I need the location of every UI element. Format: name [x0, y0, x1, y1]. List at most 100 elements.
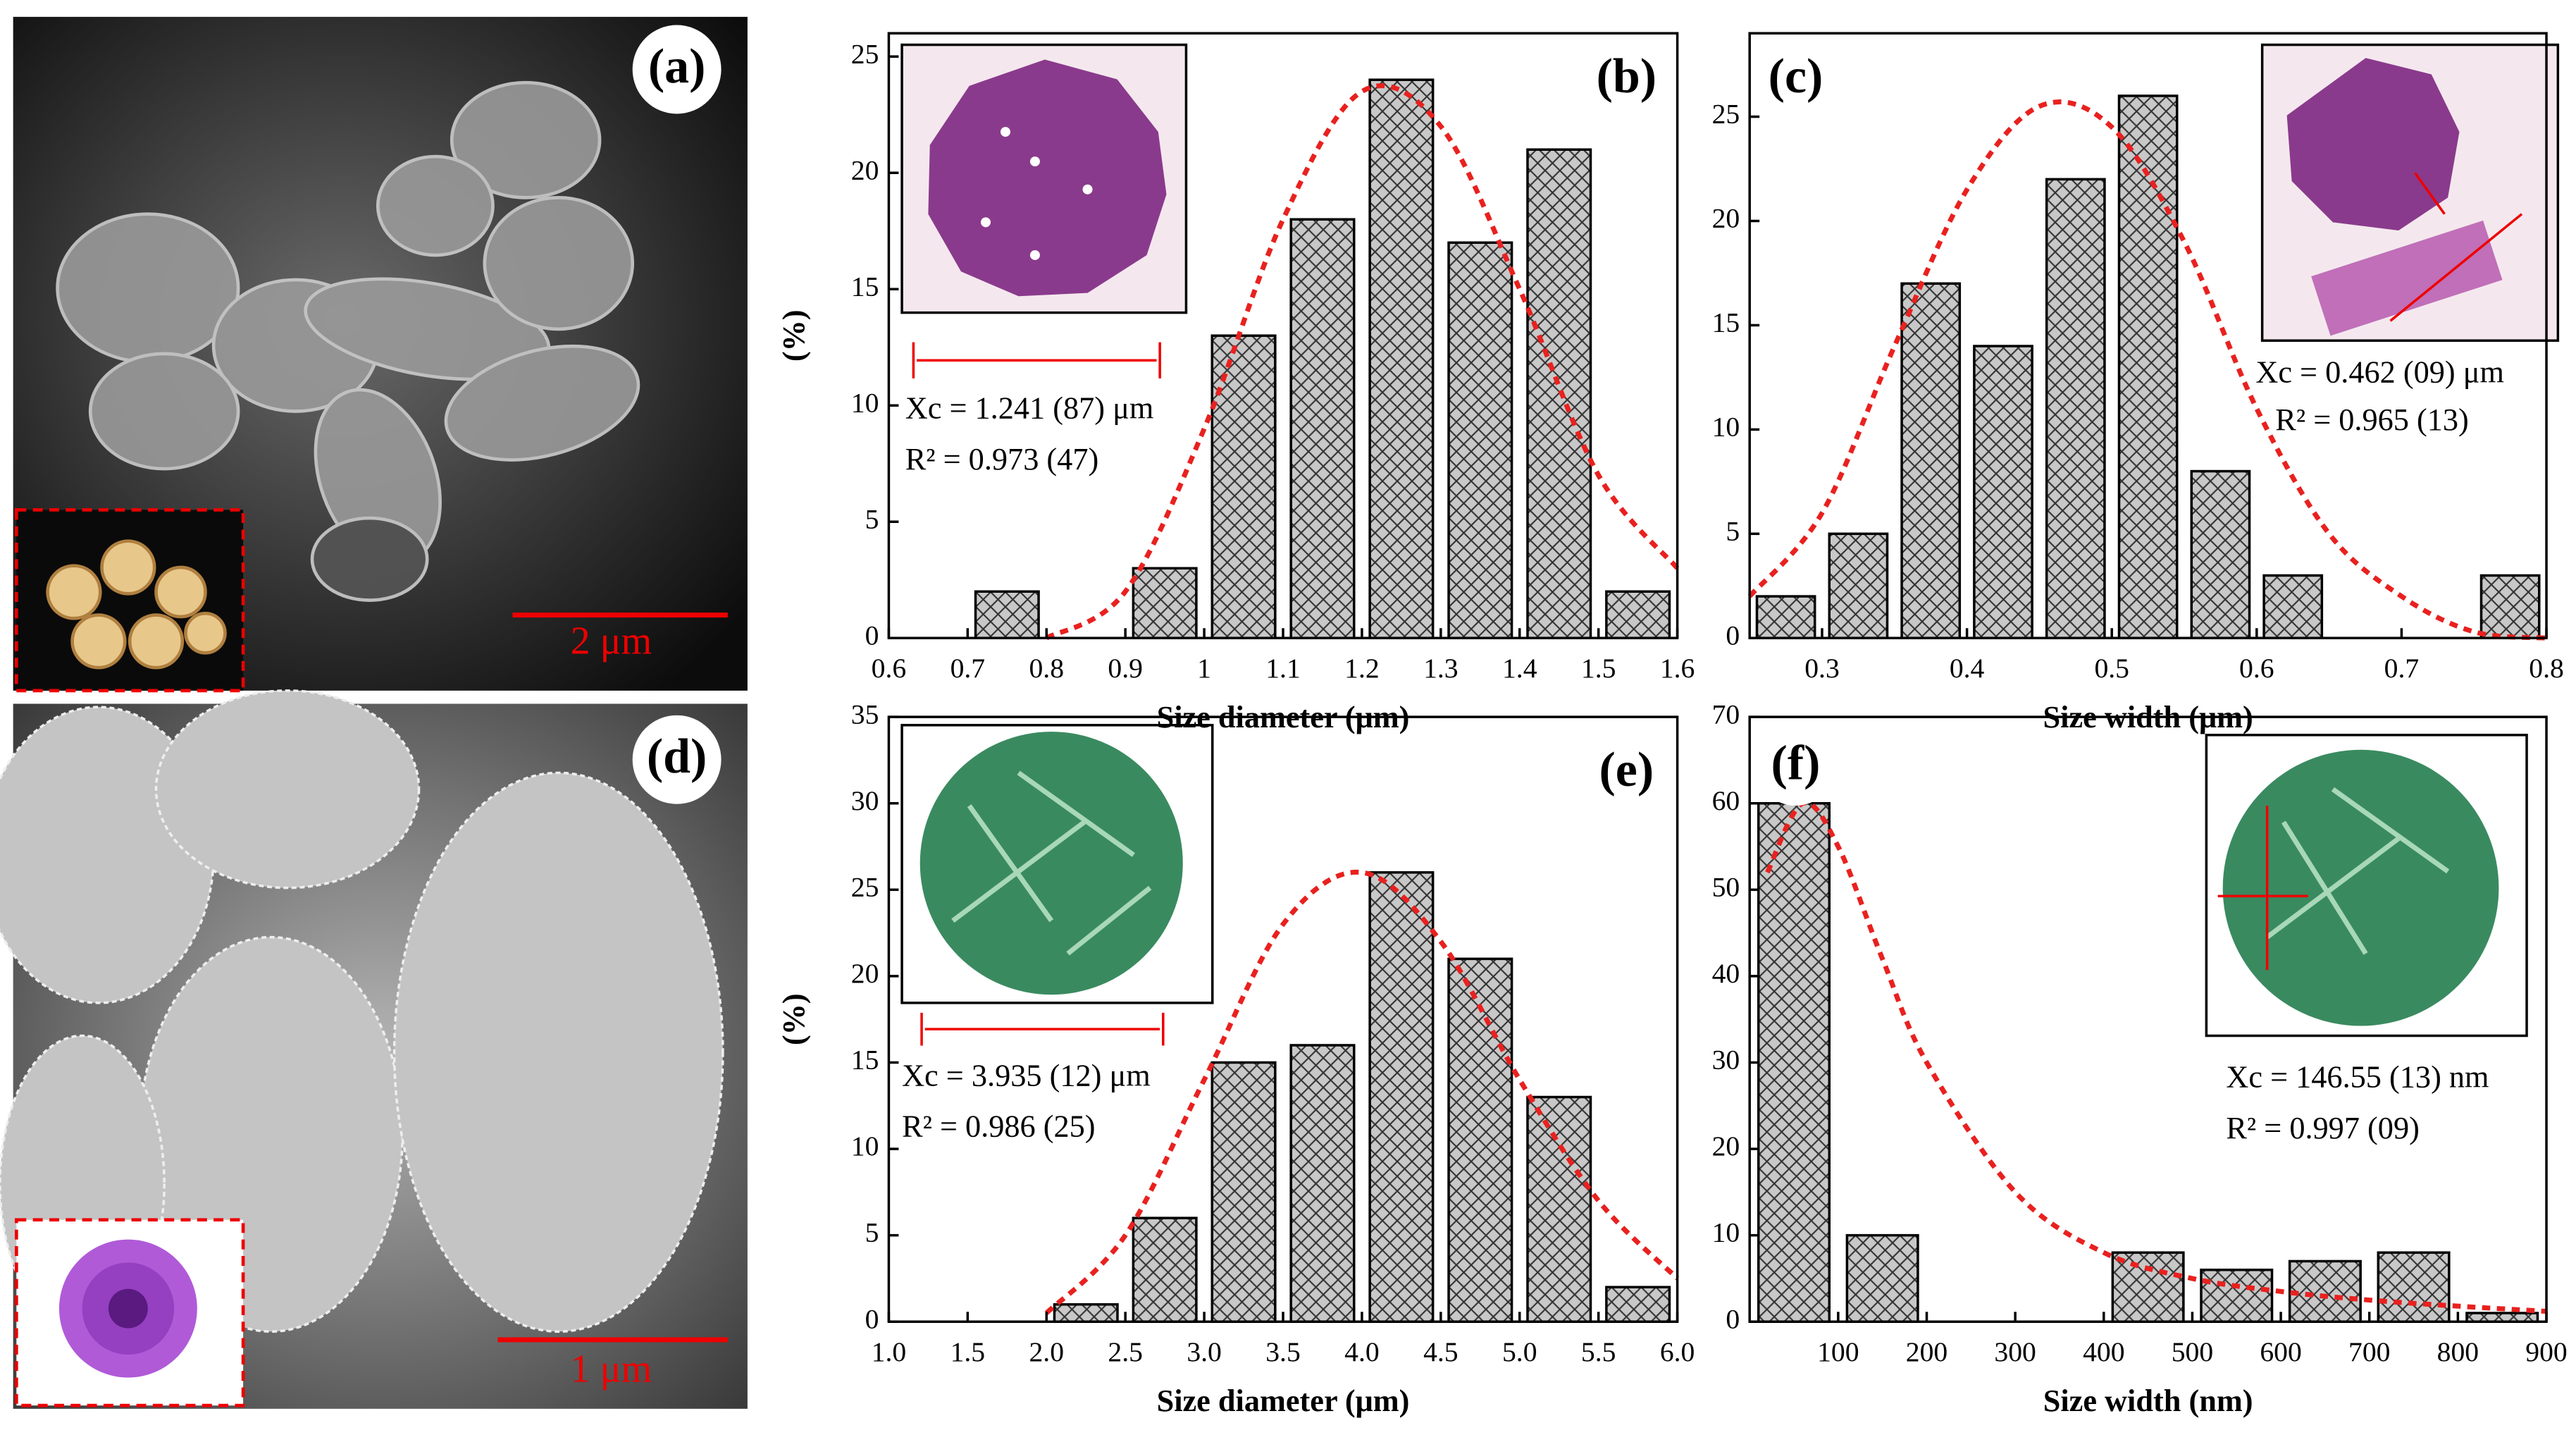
x-tick-label: 1 — [1197, 653, 1211, 684]
bar — [1526, 1095, 1592, 1323]
thumbnail-a — [14, 508, 245, 693]
bar — [1053, 1303, 1119, 1323]
x-tick-label: 2.5 — [1108, 1336, 1143, 1367]
panel-label: (d) — [647, 729, 707, 784]
y-tick-label: 10 — [851, 1131, 879, 1162]
fit-curve — [1765, 800, 2547, 1314]
panel-label-bg — [1756, 39, 1835, 119]
x-tick-label: 1.4 — [1502, 653, 1537, 684]
y-tick-label: 25 — [851, 871, 879, 902]
y-tick-label: 0 — [1726, 620, 1740, 651]
bar — [1447, 957, 1513, 1323]
bar — [2479, 574, 2541, 640]
x-tick-label: 1.5 — [1581, 653, 1616, 684]
x-tick-label: 3.5 — [1265, 1336, 1301, 1367]
bar — [2262, 574, 2324, 640]
y-axis-label: (%) — [776, 993, 811, 1045]
x-tick-label: 900 — [2525, 1336, 2567, 1367]
bar — [1973, 345, 2033, 640]
x-tick-label: 4.0 — [1344, 1336, 1380, 1367]
y-tick-label: 15 — [1712, 307, 1740, 338]
y-tick-label: 0 — [865, 620, 879, 651]
bar — [2200, 1268, 2274, 1323]
bar — [1132, 567, 1198, 640]
x-tick-label: 0.6 — [872, 653, 907, 684]
panel-label: (c) — [1769, 49, 1823, 104]
x-tick-label: 6.0 — [1660, 1336, 1695, 1367]
annotation: R² = 0.986 (25) — [902, 1109, 1096, 1144]
y-tick-label: 20 — [1712, 1131, 1740, 1162]
y-tick-label: 10 — [1712, 411, 1740, 442]
y-axis-label: (%) — [776, 309, 811, 362]
bar — [1289, 1044, 1356, 1323]
x-tick-label: 1.1 — [1265, 653, 1301, 684]
panel-label: (b) — [1597, 49, 1657, 104]
fit-curve — [1747, 99, 2547, 641]
annotation: Xc = 0.462 (09) μm — [2255, 355, 2504, 389]
annotation: Xc = 146.55 (13) nm — [2226, 1060, 2489, 1095]
x-tick-label: 1.0 — [872, 1336, 907, 1367]
bar — [1368, 78, 1435, 640]
x-tick-label: 400 — [2083, 1336, 2124, 1367]
bar — [1845, 1233, 1919, 1323]
panel-label: (f) — [1771, 737, 1821, 791]
panel-label-bg — [1587, 733, 1666, 813]
annotation: Xc = 3.935 (12) μm — [902, 1058, 1151, 1092]
y-tick-label: 0 — [865, 1303, 879, 1334]
y-tick-label: 20 — [851, 958, 879, 989]
thumbnail-d — [14, 1218, 245, 1408]
fit-curve — [1044, 869, 1680, 1315]
inset-c — [2260, 43, 2560, 342]
x-axis-label: Size diameter (μm) — [1157, 1384, 1410, 1418]
x-tick-label: 1.3 — [1423, 653, 1459, 684]
x-axis-label: Size width (nm) — [2043, 1384, 2253, 1418]
bar — [1289, 218, 1356, 640]
bar — [1447, 241, 1513, 640]
y-tick-label: 5 — [865, 1217, 879, 1248]
x-tick-label: 500 — [2172, 1336, 2213, 1367]
inset-b — [900, 43, 1188, 378]
x-tick-label: 0.9 — [1108, 653, 1143, 684]
y-tick-label: 60 — [1712, 785, 1740, 816]
scale-bar-label: 1 μm — [571, 1347, 652, 1391]
plot-frame — [1748, 715, 2548, 1323]
bar — [2117, 94, 2179, 640]
bar — [2111, 1251, 2185, 1323]
x-tick-label: 1.2 — [1344, 653, 1380, 684]
y-tick-label: 40 — [1712, 958, 1740, 989]
x-tick-label: 700 — [2348, 1336, 2390, 1367]
panel-label-bg — [1756, 727, 1835, 806]
bar — [1605, 590, 1671, 640]
y-tick-label: 20 — [851, 154, 879, 185]
bar — [1828, 532, 1889, 640]
panel-label: (e) — [1599, 743, 1654, 797]
bar — [1132, 1217, 1198, 1323]
x-tick-label: 100 — [1817, 1336, 1859, 1367]
x-tick-label: 3.0 — [1187, 1336, 1222, 1367]
x-tick-label: 0.8 — [1029, 653, 1064, 684]
bar — [1210, 334, 1277, 640]
x-tick-label: 1.5 — [950, 1336, 986, 1367]
y-tick-label: 0 — [1726, 1303, 1740, 1334]
bar — [2190, 469, 2251, 640]
y-tick-label: 30 — [1712, 1045, 1740, 1076]
x-tick-label: 0.8 — [2529, 653, 2564, 684]
y-tick-label: 20 — [1712, 203, 1740, 234]
annotation: Xc = 1.241 (87) μm — [905, 391, 1154, 426]
bar — [2465, 1312, 2539, 1323]
bar — [1757, 802, 1831, 1323]
y-tick-label: 25 — [851, 38, 879, 69]
bar — [1210, 1061, 1277, 1323]
x-tick-label: 1.6 — [1660, 653, 1695, 684]
inset-e — [900, 724, 1214, 1046]
plot-frame — [1748, 32, 2548, 640]
x-tick-label: 0.3 — [1804, 653, 1840, 684]
y-tick-label: 35 — [851, 698, 879, 729]
x-tick-label: 4.5 — [1423, 1336, 1459, 1367]
annotation: R² = 0.965 (13) — [2275, 402, 2469, 437]
x-tick-label: 2.0 — [1029, 1336, 1064, 1367]
y-tick-label: 25 — [1712, 99, 1740, 130]
bar — [974, 590, 1040, 640]
y-tick-label: 5 — [865, 503, 879, 534]
